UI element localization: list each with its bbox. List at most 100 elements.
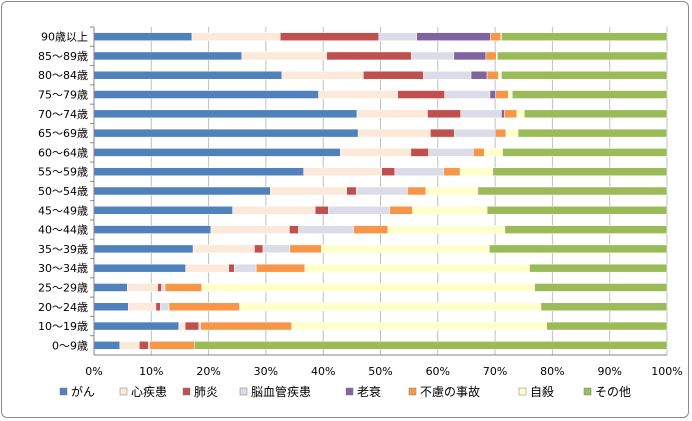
legend-label-3: 脳血管疾患 xyxy=(251,384,311,399)
legend-label-5: 不慮の事故 xyxy=(420,384,480,399)
bar-segment-6-2 xyxy=(289,225,299,234)
bar-segment-9-2 xyxy=(381,167,396,176)
bar-segment-6-5 xyxy=(353,225,389,234)
bar-segment-11-1 xyxy=(357,128,431,138)
bar-segment-4-5 xyxy=(255,263,306,273)
legend-swatch-1 xyxy=(119,387,128,396)
x-label-5: 50% xyxy=(368,365,392,378)
bar-segment-3-0 xyxy=(93,283,128,292)
y-axis-labels: 0〜9歳 10〜19歳 20〜24歳 25〜29歳 30〜34歳 35〜39歳 40〜44歳… xyxy=(38,31,88,353)
x-label-7: 70% xyxy=(483,365,507,378)
bar-segment-0-2 xyxy=(139,341,149,350)
y-label-15: 85〜89歳 xyxy=(38,50,88,63)
bar-segment-2-7 xyxy=(540,302,668,312)
bar-segment-7-6 xyxy=(412,206,488,215)
bar-segment-13-1 xyxy=(318,90,398,99)
x-axis-labels: 0% 10% 20% 30% 40% 50% 60% 70% 80% 90% 100% xyxy=(85,365,682,378)
bar-segment-1-6 xyxy=(291,321,547,331)
y-label-0: 0〜9歳 xyxy=(52,339,88,352)
legend-label-6: 自殺 xyxy=(530,385,554,399)
bar-segment-8-0 xyxy=(93,186,271,196)
bar-segment-15-3 xyxy=(411,51,455,61)
bar-segment-8-6 xyxy=(425,186,479,196)
bar-segment-13-2 xyxy=(397,90,445,99)
bar-segment-12-0 xyxy=(93,109,358,119)
legend-swatch-6 xyxy=(518,387,527,396)
bar-segment-11-6 xyxy=(505,128,519,138)
bar-segment-9-5 xyxy=(443,167,461,176)
bar-segment-9-0 xyxy=(93,167,304,176)
bar-segment-0-0 xyxy=(93,341,121,350)
bar-segment-14-0 xyxy=(93,70,283,80)
bar-segment-6-6 xyxy=(387,225,506,234)
y-label-16: 90歳以上 xyxy=(41,31,88,44)
bar-segment-2-2 xyxy=(155,302,161,312)
bar-segment-13-3 xyxy=(444,90,491,99)
bar-segment-3-7 xyxy=(534,283,668,292)
bar-segment-12-3 xyxy=(460,109,502,119)
bar-segment-7-5 xyxy=(389,206,413,215)
bar-segment-1-7 xyxy=(546,321,668,331)
bar-segment-11-0 xyxy=(93,128,359,138)
bar-segment-6-7 xyxy=(504,225,668,234)
bar-segment-5-0 xyxy=(93,244,194,254)
bar-segment-5-2 xyxy=(254,244,264,254)
legend-swatch-7 xyxy=(583,387,592,396)
bar-segment-15-1 xyxy=(241,51,327,61)
bar-segment-10-7 xyxy=(502,148,668,157)
y-label-3: 25〜29歳 xyxy=(38,281,88,294)
bar-segment-9-1 xyxy=(303,167,382,176)
y-label-8: 50〜54歳 xyxy=(38,185,88,198)
bar-segment-11-7 xyxy=(517,128,668,138)
x-label-10: 100% xyxy=(651,365,682,378)
bar-segment-10-6 xyxy=(483,148,503,157)
bar-segment-5-6 xyxy=(321,244,490,254)
bar-segment-10-3 xyxy=(428,148,474,157)
y-label-12: 70〜74歳 xyxy=(38,108,88,121)
bar-segment-13-0 xyxy=(93,90,319,99)
bar-segment-4-3 xyxy=(234,263,257,273)
bar-segment-15-0 xyxy=(93,51,243,61)
bar-segment-16-2 xyxy=(279,32,380,41)
bar-segment-15-7 xyxy=(497,51,668,61)
bar-segment-0-1 xyxy=(119,341,140,350)
bar-segment-6-3 xyxy=(298,225,354,234)
bar-segment-10-1 xyxy=(340,148,412,157)
y-label-6: 40〜44歳 xyxy=(38,224,88,237)
legend-label-0: がん xyxy=(71,384,95,399)
bar-segment-12-2 xyxy=(427,109,461,119)
bar-segment-5-5 xyxy=(289,244,322,254)
x-label-2: 20% xyxy=(196,365,220,378)
x-label-3: 30% xyxy=(254,365,278,378)
bar-segment-3-6 xyxy=(201,283,535,292)
bar-segment-15-4 xyxy=(453,51,487,61)
x-label-8: 80% xyxy=(540,365,564,378)
bar-segment-7-0 xyxy=(93,206,233,215)
bar-segment-1-1 xyxy=(178,321,186,331)
bar-segment-1-5 xyxy=(200,321,292,331)
bar-segment-2-3 xyxy=(160,302,170,312)
bar-segment-10-2 xyxy=(410,148,429,157)
bar-segment-3-3 xyxy=(161,283,166,292)
bar-segment-16-7 xyxy=(501,32,668,41)
bar-segment-4-2 xyxy=(228,263,235,273)
bar-segment-2-0 xyxy=(93,302,129,312)
bar-segment-8-1 xyxy=(270,186,347,196)
bar-segment-13-7 xyxy=(512,90,668,99)
bar-segment-12-4 xyxy=(501,109,505,119)
y-label-2: 20〜24歳 xyxy=(38,301,88,314)
legend-swatch-2 xyxy=(182,387,191,396)
bar-segment-6-0 xyxy=(93,225,212,234)
bar-segment-5-1 xyxy=(192,244,255,254)
bar-segment-14-6 xyxy=(498,70,502,80)
bar-segment-9-3 xyxy=(394,167,444,176)
bar-segment-16-5 xyxy=(490,32,502,41)
bar-segment-15-2 xyxy=(326,51,412,61)
legend-swatch-3 xyxy=(239,387,248,396)
bar-segment-1-2 xyxy=(184,321,200,331)
bar-segment-3-2 xyxy=(157,283,162,292)
y-label-13: 75〜79歳 xyxy=(38,89,88,102)
legend-swatch-5 xyxy=(408,387,417,396)
bar-segment-4-6 xyxy=(304,263,530,273)
